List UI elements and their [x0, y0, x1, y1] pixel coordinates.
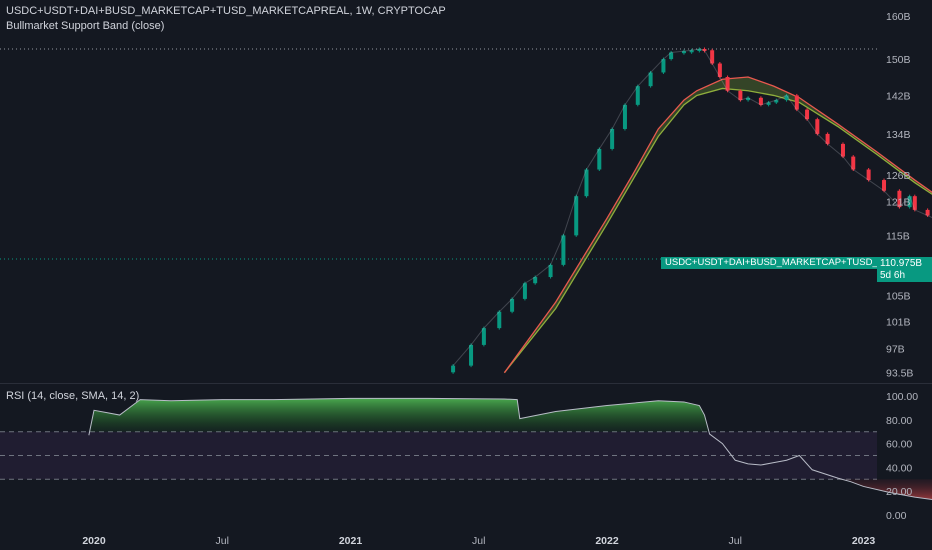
rsi-band-fill — [0, 431, 877, 480]
price-axis-tick: 121B — [886, 197, 911, 209]
price-candle — [451, 365, 456, 373]
price-axis-tick: 134B — [886, 129, 911, 141]
price-candle — [866, 169, 871, 181]
rsi-line — [88, 397, 932, 501]
rsi-axis-tick: 40.00 — [886, 462, 912, 474]
price-candle — [481, 328, 486, 345]
bar-countdown: 5d 6h — [880, 270, 906, 281]
price-candle — [635, 86, 640, 105]
price-series — [451, 47, 932, 374]
price-candle — [805, 109, 810, 120]
price-candle — [794, 95, 799, 110]
support-band-sma-line — [503, 76, 932, 374]
axes: 160B 150B 142B 134B 126B 121B 115B 105B 101B 97B 9… — [82, 11, 918, 547]
price-candle — [697, 48, 702, 51]
price-candle — [746, 97, 751, 101]
price-close-line — [452, 48, 932, 366]
rsi-oversold-fill — [88, 479, 932, 500]
time-axis-tick: 2021 — [339, 535, 363, 547]
last-price-badge: 110.975B 5d 6h — [877, 257, 932, 282]
support-band-ema-line — [503, 87, 932, 374]
grid — [0, 48, 932, 480]
price-axis-tick: 115B — [886, 230, 910, 242]
price-candle — [897, 190, 902, 208]
time-axis-tick: Jul — [216, 535, 229, 547]
support-band — [503, 76, 932, 374]
time-axis-tick: 2022 — [595, 535, 619, 547]
price-candle — [681, 51, 686, 54]
price-candle — [738, 90, 743, 101]
price-candle — [574, 196, 579, 236]
price-axis-tick: 142B — [886, 90, 911, 102]
indicator-label: Bullmarket Support Band (close) — [6, 20, 165, 32]
price-candle — [510, 298, 515, 312]
price-candle — [851, 156, 856, 170]
price-candle — [912, 196, 917, 210]
price-axis-tick: 126B — [886, 170, 911, 182]
price-candle — [825, 133, 830, 144]
rsi-axis-tick: 20.00 — [886, 486, 912, 498]
price-candle — [882, 180, 887, 191]
price-candle — [784, 95, 789, 101]
price-candle — [497, 311, 502, 329]
price-candle — [925, 209, 930, 216]
price-candle — [533, 277, 538, 284]
price-candle — [766, 102, 771, 105]
price-candle — [840, 143, 845, 157]
price-candle — [469, 344, 474, 366]
rsi-title: RSI (14, close, SMA, 14, 2) — [6, 390, 140, 402]
support-band-fill — [504, 77, 932, 373]
series-price-tag: USDC+USDT+DAI+BUSD_MARKETCAP+TUSD_MAR... — [661, 257, 877, 269]
price-candle — [758, 97, 763, 105]
price-candle — [648, 72, 653, 87]
price-axis-tick: 150B — [886, 54, 911, 66]
price-axis-tick: 160B — [886, 11, 911, 23]
rsi-axis-tick: 100.00 — [886, 391, 918, 403]
price-candle — [561, 235, 566, 265]
price-candle — [584, 169, 589, 197]
rsi-series — [88, 397, 932, 501]
time-axis-tick: 2020 — [82, 535, 106, 547]
price-candle — [522, 283, 527, 299]
price-candle — [717, 63, 722, 78]
price-candle — [548, 264, 553, 278]
price-candle — [669, 52, 674, 60]
last-price-value: 110.975B — [880, 258, 923, 269]
price-candle — [725, 77, 730, 91]
price-candle — [702, 48, 707, 51]
rsi-axis-tick: 60.00 — [886, 439, 912, 451]
rsi-axis-tick: 0.00 — [886, 510, 907, 522]
rsi-axis-tick: 80.00 — [886, 415, 912, 427]
price-candle — [710, 50, 715, 64]
time-axis-tick: Jul — [472, 535, 485, 547]
price-axis-tick: 101B — [886, 317, 911, 329]
price-candle — [774, 100, 779, 103]
price-candle — [622, 104, 627, 129]
price-candle — [689, 50, 694, 53]
chart-title: USDC+USDT+DAI+BUSD_MARKETCAP+TUSD_MARKET… — [6, 5, 446, 17]
price-candle — [610, 128, 615, 149]
price-candle — [597, 148, 602, 170]
time-axis-tick: 2023 — [852, 535, 876, 547]
price-axis-tick: 105B — [886, 291, 911, 303]
rsi-overbought-fill — [88, 398, 932, 432]
price-candle — [907, 196, 912, 208]
time-axis-tick: Jul — [729, 535, 742, 547]
price-axis-tick: 93.5B — [886, 368, 913, 380]
price-candle — [661, 59, 666, 73]
price-axis-tick: 97B — [886, 343, 905, 355]
price-candle — [815, 119, 820, 134]
